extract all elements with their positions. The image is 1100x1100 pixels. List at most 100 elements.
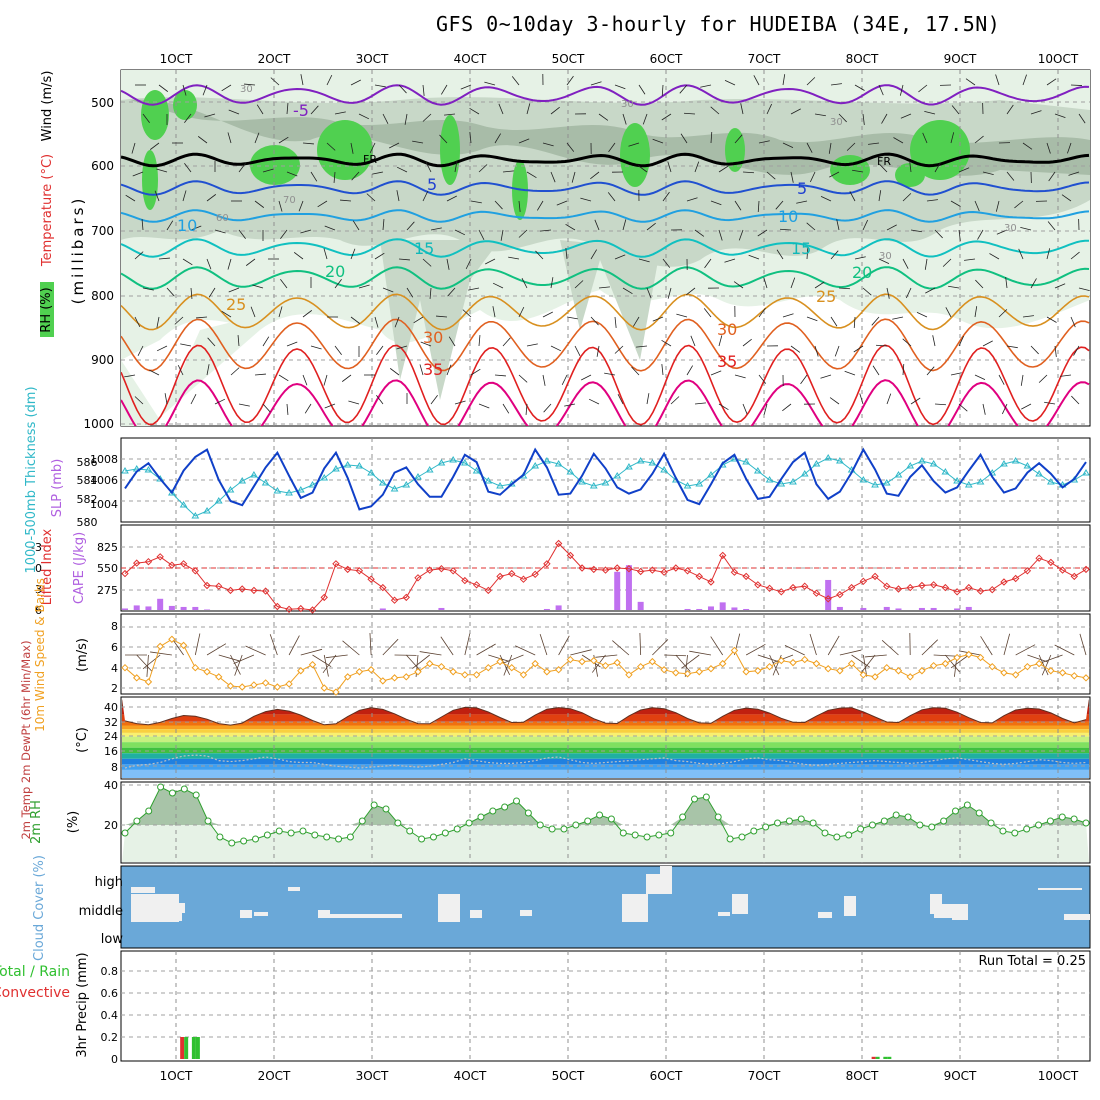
wind-barb [270,77,280,86]
wind10-barb [861,654,876,673]
wind10-tick: 8 [111,620,118,633]
thickness-marker [601,479,610,486]
wind-barb [238,403,250,407]
wind10-barb [1003,633,1011,656]
wind-barb [478,229,485,240]
thickness-marker [765,476,774,483]
wind10-barb [476,643,496,656]
wind-barb [293,252,304,260]
wind-barb [1054,345,1057,357]
wind-barb [636,345,648,348]
rh2m-marker [513,797,521,805]
rh2m-markers [121,783,1090,847]
wind-barb [958,403,968,412]
wind-barb [734,374,746,379]
wind-barb [1005,277,1008,289]
isotherm-20 [121,266,1090,290]
isotherm-label: 25 [816,287,836,306]
rh2m-marker [1058,813,1066,821]
wind-barb [164,393,168,405]
cloud-block [844,896,856,916]
isotherm-40 [121,379,1090,426]
wind10-marker [543,668,551,676]
wind-barb [950,132,955,144]
wind-barb [820,195,832,202]
dewpt-series [124,754,1087,769]
li-marker [437,564,446,573]
li-marker [1035,554,1043,562]
wind-barb [196,316,208,319]
thickness-marker [238,477,247,484]
wind-barb [382,287,394,293]
wind-barb [738,229,744,241]
wind-barb [763,277,768,289]
wind-barb [652,316,664,322]
wind10-marker [343,673,352,681]
thickness-marker [683,482,692,489]
precip-panel: Run Total = 0.25 0.8 0.6 0.4 0.2 0 3hr P… [0,950,1091,1066]
rh-blob [317,120,373,180]
wind-barb [1067,142,1072,154]
thickness-marker [460,459,469,466]
wind-barb [430,394,438,405]
wind-barb [779,228,792,231]
thickness-marker [695,480,704,487]
li-marker [238,585,246,593]
rh2m-marker [489,807,497,815]
thickness-marker [285,489,293,496]
wind-barb [334,345,342,356]
li-marker [426,566,434,574]
rh2m-grid [121,782,1090,863]
li-marker [1058,566,1067,574]
lifted-index-series [124,542,1087,611]
thickness-tick: 584 [77,474,98,487]
wind-barb [1020,226,1032,231]
li-marker [320,593,328,602]
rh2m-tick: 40 [104,779,118,792]
wind-barb [245,258,256,266]
li-marker [578,564,586,572]
wind-barb [924,110,936,115]
rh2m-marker [738,833,746,841]
wind-barb [878,190,882,202]
temp2m-grid [121,697,1090,779]
wind-barb [180,343,192,347]
wind-barb [542,311,553,318]
rh2m-marker [323,833,331,841]
cloud-block [254,912,268,916]
li-marker [695,572,703,581]
wind10-marker [1000,669,1008,677]
wind10-marker [496,657,504,666]
rh2m-marker [204,817,212,825]
wind10-barb [1027,654,1049,663]
li-marker [929,581,938,589]
precip-tick: 0 [111,1053,118,1066]
wind-barb [740,103,744,115]
wind-barb [879,163,888,173]
wind-barb [646,222,656,231]
wind-barb [676,313,688,318]
wind-barb [975,279,984,289]
wind-barb [849,191,856,202]
cape-bar [625,565,632,610]
wind-barb [182,258,193,266]
wind-barb [1044,401,1056,405]
wind-barb [351,171,360,181]
rh2m-marker [536,821,544,829]
wind10-barb [245,645,266,656]
wind10-marker [894,667,903,675]
li-marker [871,572,879,581]
wind-barb [228,109,240,115]
cloud-block [131,887,155,893]
wind-barb [588,398,600,405]
temp2m-area-top [122,698,1089,726]
rh-blob [725,128,745,172]
wind-barb [905,287,912,299]
wind-barb [900,113,912,119]
li-marker [953,588,961,596]
wind-barb [830,250,839,260]
li-marker [683,567,692,575]
cloud-block [1038,888,1082,890]
wind-barb [886,287,890,299]
wind-barb [1046,78,1057,86]
